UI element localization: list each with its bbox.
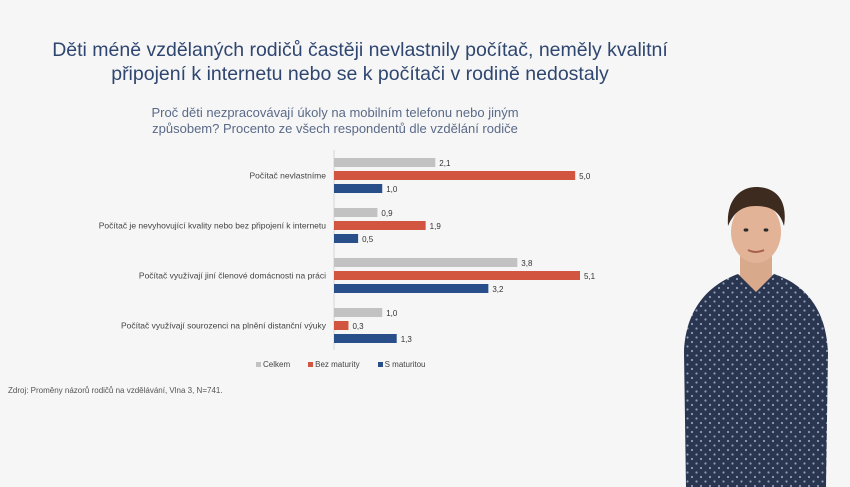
data-label: 2,1 [439,159,451,168]
data-label: 1,9 [430,222,442,231]
legend-item-bez-maturity: Bez maturity [308,360,360,369]
bar-celkem [334,208,378,217]
presenter-video [684,186,828,487]
data-label: 3,2 [492,285,504,294]
category-label: Počítač využívají jiní členové domácnost… [139,271,326,281]
legend-label-bez-maturity: Bez maturity [315,360,360,369]
chart-title: Proč děti nezpracovávají úkoly na mobiln… [151,105,519,136]
chart-legend: Celkem Bez maturity S maturitou [256,360,426,369]
bar-s-maturitou [334,334,397,343]
source-note: Zdroj: Proměny názorů rodičů na vzdělává… [8,386,223,395]
legend-item-s-maturitou: S maturitou [377,360,426,369]
bar-celkem [334,158,436,167]
legend-swatch-s-maturitou [377,362,383,367]
presenter-face [731,201,781,263]
legend-label-s-maturitou: S maturitou [384,360,426,369]
category-label: Počítač využívají sourozenci na plnění d… [121,321,327,331]
legend-label-celkem: Celkem [263,360,291,369]
bar-s-maturitou [334,184,383,193]
presenter-shirt [684,274,828,487]
bar-bez-maturity [334,171,576,180]
data-label: 5,0 [579,172,591,181]
presenter-neck [740,252,772,292]
data-label: 1,3 [401,335,413,344]
legend-swatch-bez-maturity [308,362,314,367]
slide-title: Děti méně vzdělaných rodičů častěji nevl… [52,39,668,85]
data-label: 5,1 [584,272,596,281]
bar-s-maturitou [334,284,489,293]
bar-s-maturitou [334,234,359,243]
bar-bez-maturity [334,271,580,280]
data-label: 1,0 [386,309,398,318]
bar-celkem [334,258,518,267]
bar-bez-maturity [334,321,349,330]
bar-chart: Počítač nevlastníme 2,1 5,0 1,0 Počítač je n… [99,150,596,350]
bar-bez-maturity [334,221,426,230]
legend-swatch-celkem [256,362,261,367]
bar-celkem [334,308,383,317]
data-label: 3,8 [521,259,533,268]
data-label: 0,3 [352,322,364,331]
category-label: Počítač nevlastníme [249,171,326,181]
data-label: 0,9 [381,209,393,218]
data-label: 1,0 [386,185,398,194]
category-label: Počítač je nevyhovující kvality nebo bez… [99,221,327,231]
legend-item-celkem: Celkem [256,360,290,369]
data-label: 0,5 [362,235,374,244]
presenter-hair [727,186,785,226]
